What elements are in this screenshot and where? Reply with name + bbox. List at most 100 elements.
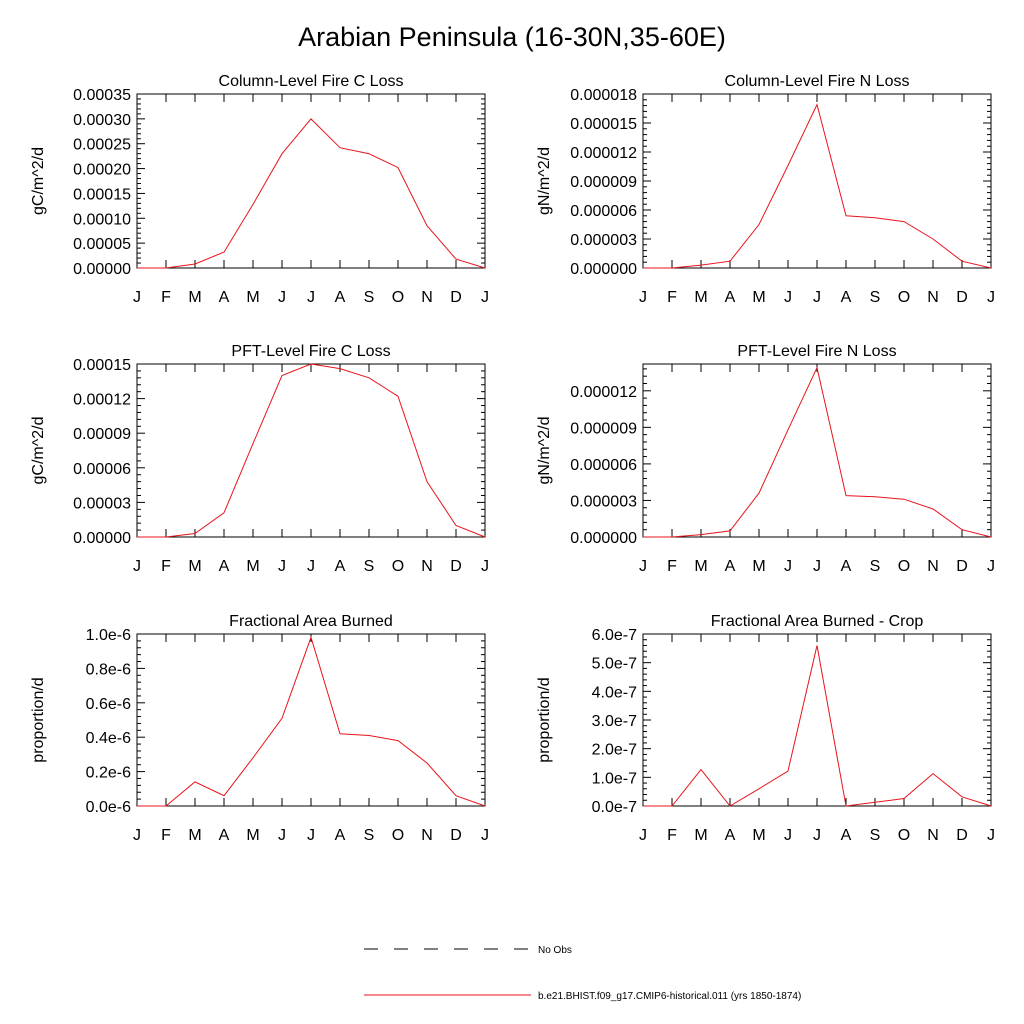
panel-2: Column-Level Fire N Loss 0.000000 0.000003… [536,73,995,306]
x-tick-label: M [694,289,707,306]
x-tick-label: J [307,827,315,844]
y-tick-label: 0.000003 [570,493,637,510]
y-tick-label: 0.0e-6 [86,799,131,816]
series-line [643,366,992,538]
x-tick-label: M [752,289,765,306]
x-tick-label: J [987,827,995,844]
x-tick-label: J [784,289,792,306]
x-tick-label: S [870,827,881,844]
series-line [137,118,486,269]
plot-frame [642,633,992,807]
x-tick-label: S [364,289,375,306]
y-tick-label: 0.000015 [570,116,637,133]
y-tick-label: 0.000009 [570,174,637,191]
x-tick-label: O [898,827,910,844]
x-tick-label: A [219,289,230,306]
x-tick-label: N [421,827,433,844]
panel-3: PFT-Level Fire C Loss 0.00000 0.00003 0.000… [30,343,489,575]
x-tick-label: M [752,827,765,844]
plot-frame [642,93,992,269]
x-tick-label: D [450,289,462,306]
x-tick-label: S [870,558,881,575]
x-tick-label: J [481,558,489,575]
y-tick-label: 0.00015 [73,357,131,374]
x-tick-label: D [450,827,462,844]
y-tick-label: 5.0e-7 [592,656,637,673]
x-tick-label: J [987,558,995,575]
y-tick-label: 0.00020 [73,162,131,179]
y-axis-label: gN/m^2/d [536,147,553,215]
y-tick-label: 6.0e-7 [592,627,637,644]
y-tick-label: 0.00000 [73,261,131,278]
y-tick-label: 0.8e-6 [86,661,131,678]
x-tick-label: J [639,827,647,844]
x-tick-label: M [752,558,765,575]
x-tick-label: F [161,827,171,844]
x-tick-label: A [335,289,346,306]
x-tick-label: O [392,827,404,844]
x-tick-label: J [307,558,315,575]
y-tick-label: 0.00006 [73,461,131,478]
panel-title: PFT-Level Fire N Loss [737,343,896,360]
x-tick-label: M [694,558,707,575]
x-tick-label: A [335,827,346,844]
x-tick-label: N [927,827,939,844]
y-tick-label: 0.00012 [73,392,131,409]
panel-1: Column-Level Fire C Loss 0.00000 0.00005 0.… [30,73,489,306]
x-tick-label: D [956,289,968,306]
y-tick-label: 2.0e-7 [592,742,637,759]
x-tick-label: M [188,558,201,575]
panel-4: PFT-Level Fire N Loss 0.000000 0.000003 0.0… [536,343,995,575]
x-tick-label: M [694,827,707,844]
x-tick-label: A [841,827,852,844]
y-tick-label: 0.000003 [570,232,637,249]
series-line [137,363,486,538]
x-tick-label: S [364,558,375,575]
x-tick-label: F [667,827,677,844]
x-tick-label: M [246,289,259,306]
x-tick-label: A [725,827,736,844]
y-tick-label: 0.4e-6 [86,730,131,747]
y-tick-label: 0.00010 [73,211,131,228]
x-tick-label: J [133,558,141,575]
x-tick-label: O [392,558,404,575]
y-tick-label: 0.000006 [570,203,637,220]
x-tick-label: J [639,289,647,306]
x-tick-label: J [987,289,995,306]
y-tick-label: 0.000000 [570,261,637,278]
y-tick-label: 0.000012 [570,145,637,162]
series-line [137,635,486,807]
x-tick-label: N [421,289,433,306]
panel-title: Fractional Area Burned - Crop [711,613,924,630]
x-tick-label: N [421,558,433,575]
y-tick-label: 0.00015 [73,186,131,203]
x-tick-label: J [307,289,315,306]
y-tick-label: 0.000000 [570,530,637,547]
plot-frame [642,363,992,538]
x-tick-label: D [450,558,462,575]
panel-title: Fractional Area Burned [229,613,393,630]
x-tick-label: A [841,289,852,306]
x-tick-label: F [161,558,171,575]
x-tick-label: A [725,289,736,306]
y-tick-label: 0.000009 [570,420,637,437]
y-axis-label: gC/m^2/d [30,147,47,215]
x-tick-label: A [219,827,230,844]
legend-label-2: b.e21.BHIST.f09_g17.CMIP6-historical.011… [538,991,801,1002]
y-tick-label: 0.000006 [570,457,637,474]
x-tick-label: M [246,558,259,575]
x-tick-label: A [841,558,852,575]
panel-title: Column-Level Fire C Loss [219,73,404,90]
y-axis-label: proportion/d [30,677,47,762]
y-tick-label: 0.2e-6 [86,765,131,782]
x-tick-label: J [813,289,821,306]
x-tick-label: M [246,827,259,844]
y-tick-label: 0.00005 [73,236,131,253]
series-line [643,103,992,269]
x-tick-label: N [927,558,939,575]
x-tick-label: A [335,558,346,575]
plot-frame [136,363,486,538]
x-tick-label: J [784,558,792,575]
x-tick-label: S [870,289,881,306]
